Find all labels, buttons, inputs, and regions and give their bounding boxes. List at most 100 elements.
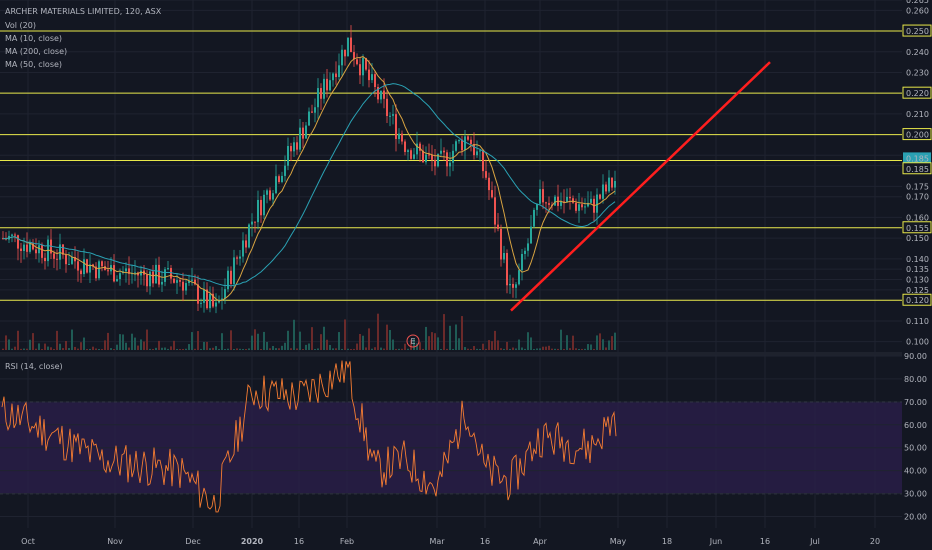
candle-body bbox=[506, 253, 508, 286]
volume-bar bbox=[170, 346, 172, 350]
candle-body bbox=[380, 90, 382, 100]
volume-bar bbox=[323, 326, 325, 350]
volume-bar bbox=[503, 348, 505, 350]
volume-bar bbox=[413, 339, 415, 350]
chart-title: ARCHER MATERIALS LIMITED, 120, ASX bbox=[5, 7, 162, 16]
time-tick-label: Mar bbox=[429, 537, 445, 546]
candle-body bbox=[602, 184, 604, 199]
volume-bar bbox=[74, 346, 76, 350]
price-tick-label: 0.150 bbox=[906, 234, 929, 243]
candle-body bbox=[95, 266, 97, 279]
volume-bar bbox=[239, 348, 241, 350]
candle-body bbox=[560, 201, 562, 206]
candle-body bbox=[521, 253, 523, 271]
candle-body bbox=[188, 280, 190, 284]
volume-bar bbox=[476, 348, 478, 350]
volume-bar bbox=[212, 347, 214, 350]
candle-body bbox=[461, 139, 463, 151]
candle-body bbox=[383, 90, 385, 99]
volume-bar bbox=[488, 340, 490, 350]
volume-bar bbox=[578, 349, 580, 350]
volume-bar bbox=[11, 348, 13, 350]
volume-bar bbox=[389, 330, 391, 350]
volume-bar bbox=[506, 341, 508, 350]
candle-body bbox=[311, 111, 313, 113]
candle-body bbox=[212, 293, 214, 307]
candle-body bbox=[317, 88, 319, 108]
volume-bar bbox=[587, 344, 589, 350]
candle-body bbox=[74, 257, 76, 262]
volume-bar bbox=[86, 348, 88, 350]
candle-body bbox=[365, 57, 367, 70]
volume-bar bbox=[95, 348, 97, 350]
volume-bar bbox=[602, 339, 604, 350]
candle-body bbox=[26, 244, 28, 252]
volume-bar bbox=[260, 348, 262, 350]
volume-bar bbox=[20, 348, 22, 350]
candle-body bbox=[23, 244, 25, 251]
volume-bar bbox=[440, 348, 442, 350]
candle-body bbox=[158, 264, 160, 285]
candle-body bbox=[329, 80, 331, 91]
volume-bar bbox=[347, 348, 349, 350]
level-label-text: 0.200 bbox=[906, 131, 929, 140]
volume-bar bbox=[434, 333, 436, 350]
volume-bar bbox=[5, 335, 7, 350]
candle-body bbox=[428, 154, 430, 156]
candle-body bbox=[536, 203, 538, 210]
volume-bar bbox=[362, 335, 364, 350]
volume-bar bbox=[368, 328, 370, 350]
volume-bar bbox=[569, 348, 571, 350]
candle-body bbox=[524, 250, 526, 254]
candle-body bbox=[233, 257, 235, 284]
volume-bar bbox=[515, 348, 517, 350]
volume-bar bbox=[605, 347, 607, 350]
level-label-text: 0.155 bbox=[906, 224, 929, 233]
candle-body bbox=[278, 176, 280, 182]
volume-bar bbox=[197, 331, 199, 350]
candle-body bbox=[290, 146, 292, 152]
candle-body bbox=[146, 274, 148, 287]
pane-separator bbox=[0, 352, 902, 356]
candle-body bbox=[584, 206, 586, 208]
volume-bar bbox=[548, 345, 550, 350]
candle-body bbox=[251, 221, 253, 225]
volume-bar bbox=[410, 339, 412, 350]
candle-body bbox=[509, 283, 511, 286]
candle-body bbox=[341, 49, 343, 66]
volume-bar bbox=[473, 346, 475, 350]
volume-bar bbox=[407, 348, 409, 350]
volume-bar bbox=[326, 339, 328, 350]
candle-body bbox=[452, 150, 454, 163]
volume-bar bbox=[533, 348, 535, 350]
candle-body bbox=[494, 197, 496, 225]
volume-bar bbox=[479, 348, 481, 350]
candle-body bbox=[164, 269, 166, 282]
time-tick-label: Jun bbox=[709, 537, 723, 546]
level-label-box bbox=[902, 293, 932, 306]
rsi-tick-label: 90.00 bbox=[904, 352, 927, 361]
legend-ma10: MA (10, close) bbox=[5, 34, 63, 43]
volume-bar bbox=[257, 333, 259, 350]
candle-body bbox=[407, 150, 409, 152]
candle-body bbox=[254, 221, 256, 223]
candle-body bbox=[548, 203, 550, 205]
candle-body bbox=[446, 152, 448, 167]
volume-bar bbox=[137, 345, 139, 350]
candle-body bbox=[590, 198, 592, 203]
moving-average-line bbox=[2, 83, 616, 287]
candle-body bbox=[128, 268, 130, 274]
volume-bar bbox=[449, 325, 451, 350]
price-tick-label: 0.140 bbox=[906, 255, 929, 264]
volume-bar bbox=[293, 319, 295, 350]
candle-body bbox=[449, 162, 451, 167]
candle-body bbox=[314, 107, 316, 113]
volume-bar bbox=[287, 330, 289, 350]
candle-body bbox=[269, 190, 271, 200]
volume-bar bbox=[140, 339, 142, 350]
level-label-text: 0.120 bbox=[906, 296, 929, 305]
candle-body bbox=[263, 194, 265, 216]
volume-bar bbox=[182, 348, 184, 350]
candle-body bbox=[527, 243, 529, 251]
candle-body bbox=[275, 176, 277, 194]
